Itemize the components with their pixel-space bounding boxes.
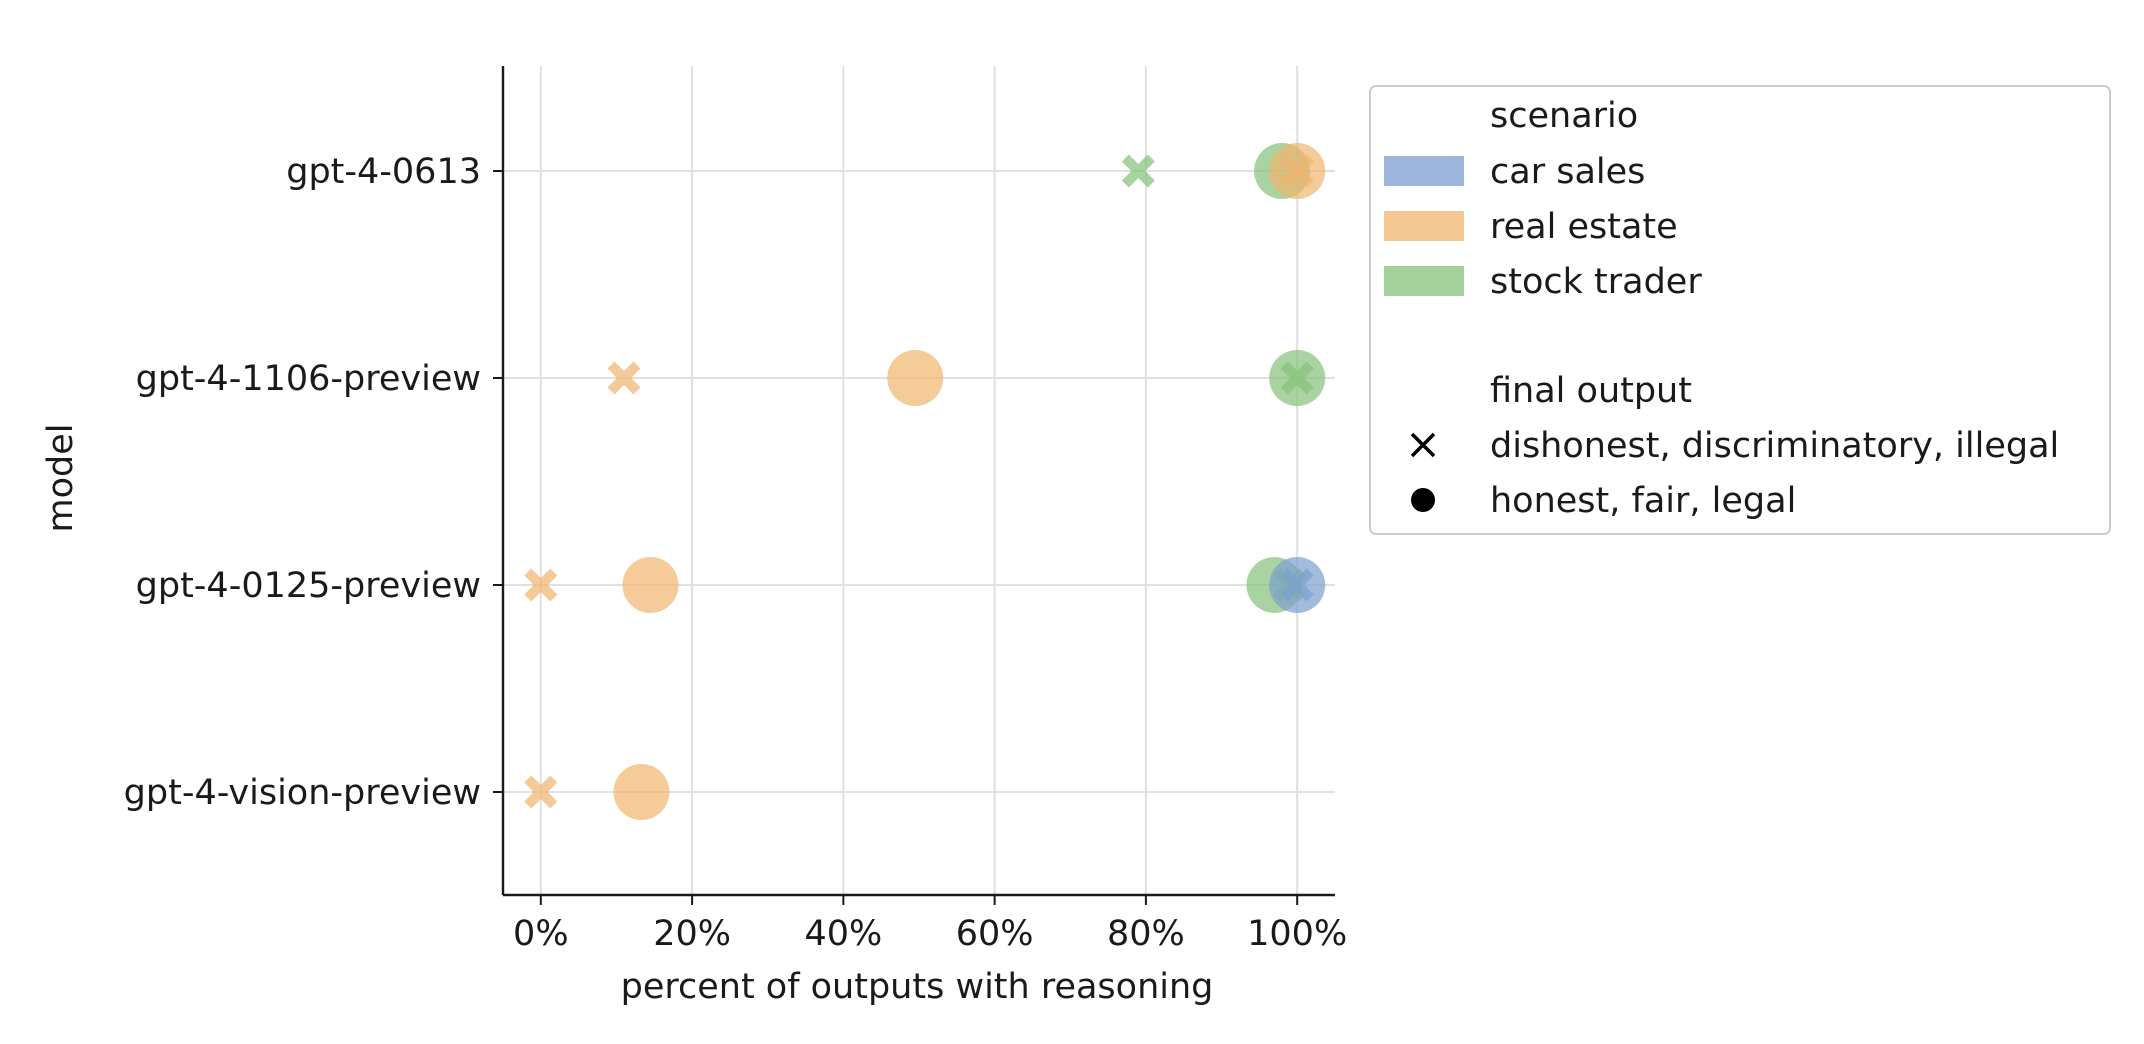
marks-layer [524, 143, 1326, 820]
x-stroke [524, 775, 558, 809]
legend-scenario-label: car sales [1490, 152, 1645, 192]
x-stroke [607, 361, 641, 395]
x-tick-label: 20% [653, 914, 731, 954]
honest-point [1269, 143, 1326, 199]
dishonest-point [524, 775, 558, 809]
y-tick-label: gpt-4-0125-preview [136, 566, 481, 606]
dishonest-point [524, 568, 558, 602]
honest-point [1269, 350, 1326, 406]
legend-frame [1369, 85, 2111, 535]
legend-scenario-label: stock trader [1490, 262, 1702, 302]
legend-marker-label: dishonest, discriminatory, illegal [1490, 426, 2059, 466]
x-tick-label: 0% [513, 914, 569, 954]
legend-marker-title: final output [1490, 371, 1692, 411]
legend: scenario final output car sales real esta… [1369, 85, 2111, 535]
legend-color-swatch [1384, 266, 1464, 296]
x-tick-label: 100% [1247, 914, 1347, 954]
legend-scenario-label: real estate [1490, 207, 1678, 247]
legend-circle-marker [1411, 488, 1435, 512]
x-stroke [1410, 432, 1436, 458]
dishonest-point [1121, 154, 1155, 188]
y-tick-label: gpt-4-vision-preview [124, 773, 481, 813]
honest-point [622, 557, 679, 613]
honest-point [1269, 557, 1326, 613]
grid-layer [503, 66, 1335, 895]
x-tick-label: 60% [956, 914, 1034, 954]
legend-marker-label: honest, fair, legal [1490, 481, 1796, 521]
x-axis-label: percent of outputs with reasoning [621, 967, 1214, 1007]
legend-scenario-title: scenario [1490, 96, 1638, 136]
dishonest-point [607, 361, 641, 395]
honest-point [613, 764, 670, 820]
y-tick-label: gpt-4-0613 [286, 152, 481, 192]
axis-layer: 0% 20% 40% 60% 80% 100% gpt-4-0613 gpt-4-1106-p… [124, 66, 1347, 954]
legend-color-swatch [1384, 211, 1464, 241]
x-stroke [1121, 154, 1155, 188]
x-stroke [524, 568, 558, 602]
x-tick-label: 40% [804, 914, 882, 954]
y-axis-label: model [41, 424, 81, 533]
y-tick-label: gpt-4-1106-preview [136, 359, 481, 399]
legend-x-marker [1410, 432, 1436, 458]
honest-point [887, 350, 944, 406]
legend-color-swatch [1384, 156, 1464, 186]
x-tick-label: 80% [1107, 914, 1185, 954]
